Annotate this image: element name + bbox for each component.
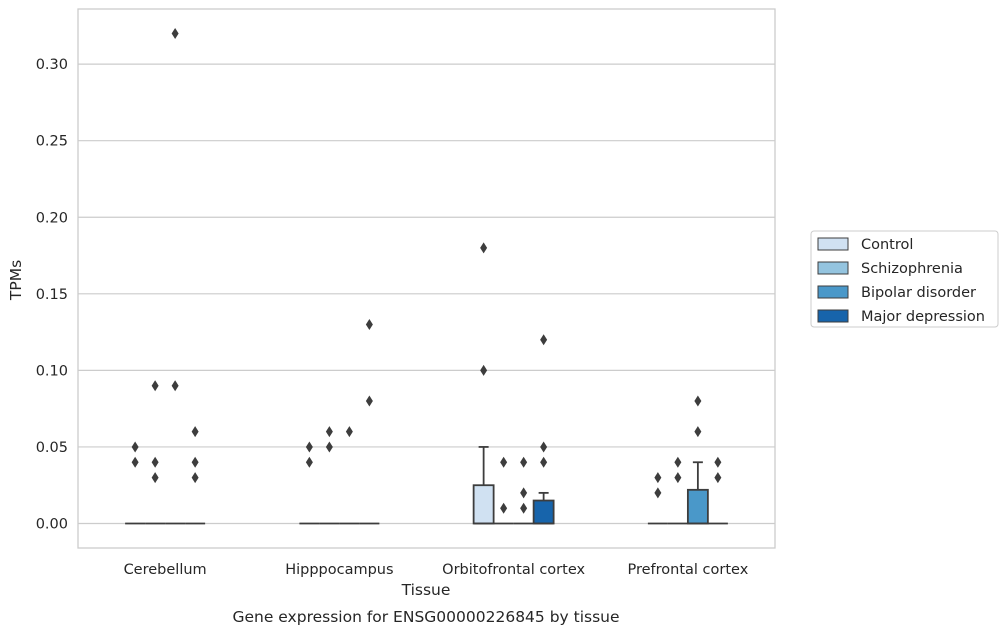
outlier-point (674, 472, 682, 484)
outlier-point (694, 395, 702, 407)
outlier-point (191, 426, 199, 438)
outlier-point (365, 395, 373, 407)
box (532, 499, 555, 525)
y-tick-label: 0.05 (36, 440, 68, 456)
outlier-point (131, 441, 139, 453)
outlier-point (674, 456, 682, 468)
plot-frame (77, 8, 776, 549)
outlier-point (325, 441, 333, 453)
legend-swatch (817, 285, 849, 299)
grid-lines (78, 63, 775, 525)
x-axis-label: Tissue (401, 581, 451, 599)
outlier-point (540, 334, 548, 346)
outlier-point (520, 502, 528, 514)
outlier-point (540, 456, 548, 468)
x-tick-label: Hipppocampus (285, 562, 393, 578)
legend-label: Bipolar disorder (861, 285, 976, 301)
outlier-point (500, 502, 508, 514)
box (686, 488, 709, 525)
legend: Control Schizophrenia Bipolar disorder Majo… (810, 230, 999, 328)
outlier-point (540, 441, 548, 453)
outlier-point (714, 456, 722, 468)
outlier-point (345, 426, 353, 438)
legend-label: Major depression (861, 309, 985, 325)
outlier-point (151, 380, 159, 392)
outlier-point (171, 380, 179, 392)
x-axis-ticks: Cerebellum Hipppocampus Orbitofrontal cort… (124, 562, 749, 578)
outlier-point (191, 472, 199, 484)
outlier-point (325, 426, 333, 438)
outlier-point (520, 487, 528, 499)
y-axis-ticks: 0.00 0.05 0.10 0.15 0.20 0.25 0.30 (36, 57, 68, 532)
y-axis-label: TPMs (7, 260, 25, 301)
outlier-point (305, 441, 313, 453)
outlier-point (520, 456, 528, 468)
legend-swatch (817, 309, 849, 323)
legend-label: Schizophrenia (861, 261, 963, 277)
outlier-point (714, 472, 722, 484)
boxes (125, 446, 728, 525)
legend-frame (810, 230, 999, 328)
y-tick-label: 0.25 (36, 134, 68, 150)
outlier-point (654, 472, 662, 484)
x-tick-label: Orbitofrontal cortex (442, 562, 585, 578)
y-tick-label: 0.10 (36, 363, 68, 379)
outlier-point (365, 318, 373, 330)
outlier-point (694, 426, 702, 438)
outlier-point (654, 487, 662, 499)
outlier-point (171, 28, 179, 39)
outlier-point (131, 456, 139, 468)
outlier-point (191, 456, 199, 468)
y-tick-label: 0.15 (36, 287, 68, 303)
chart-caption: Gene expression for ENSG00000226845 by t… (232, 608, 619, 626)
outlier-points (131, 28, 722, 514)
y-tick-label: 0.20 (36, 210, 68, 226)
legend-label: Control (861, 237, 913, 253)
outlier-point (151, 472, 159, 484)
y-tick-label: 0.30 (36, 57, 68, 73)
outlier-point (480, 364, 488, 376)
outlier-point (151, 456, 159, 468)
legend-swatch (817, 237, 849, 251)
outlier-point (500, 456, 508, 468)
box (472, 484, 495, 525)
x-tick-label: Cerebellum (124, 562, 207, 578)
outlier-point (305, 456, 313, 468)
x-tick-label: Prefrontal cortex (627, 562, 748, 578)
outlier-point (480, 242, 488, 254)
y-tick-label: 0.00 (36, 517, 68, 533)
legend-swatch (817, 261, 849, 275)
